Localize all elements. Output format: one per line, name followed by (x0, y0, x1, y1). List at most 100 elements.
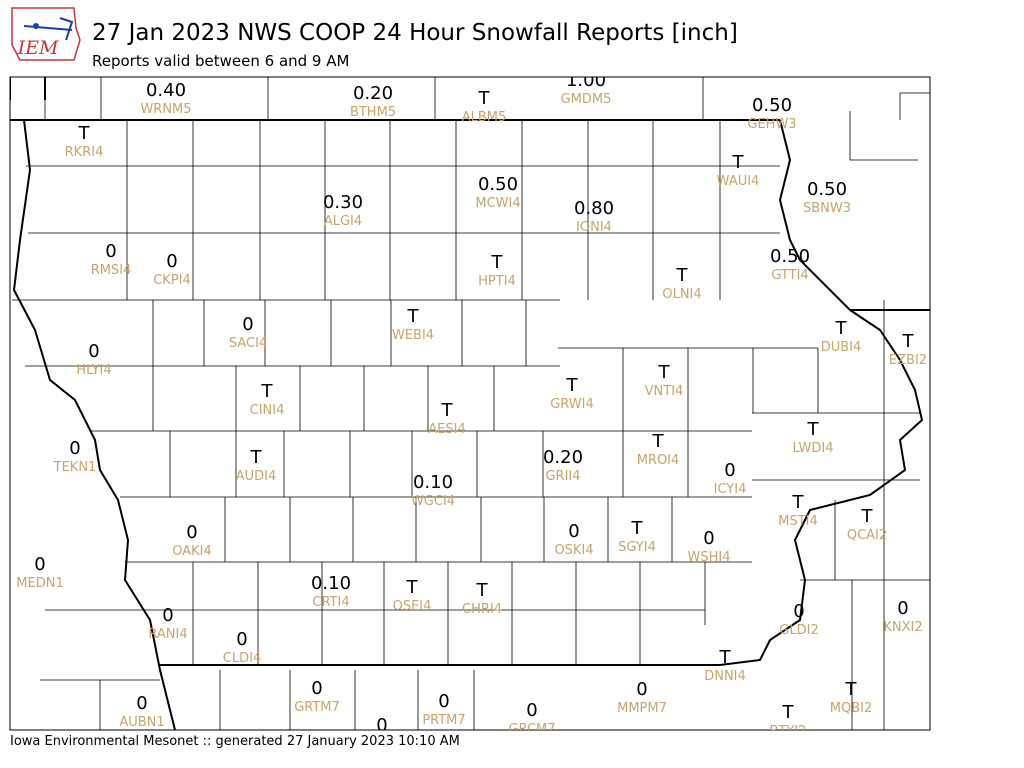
report-value: 0.20 (543, 447, 583, 468)
report-value: 0 (242, 314, 253, 335)
station-id: SACI4 (229, 336, 267, 351)
report-value: 0 (88, 341, 99, 362)
station-id: ICYI4 (714, 482, 747, 497)
station-id: GLDI2 (779, 623, 818, 638)
report-value: 0 (162, 605, 173, 626)
report-value: T (406, 577, 419, 598)
report-value: T (631, 518, 644, 539)
report-value: 0 (136, 693, 147, 714)
station-id: OAKI4 (172, 544, 212, 559)
report-value: 0 (793, 601, 804, 622)
report-value: T (441, 400, 454, 421)
station-id: CRTI4 (312, 595, 349, 610)
station-id: LWDI4 (792, 441, 833, 456)
station-id: SGYI4 (618, 540, 656, 555)
report-value: 0 (105, 241, 116, 262)
station-id: WSHI4 (688, 550, 731, 565)
station-id: WEBI4 (392, 328, 434, 343)
station-id: PRTM7 (422, 713, 465, 728)
report-value: 0 (724, 460, 735, 481)
report-value: 0 (376, 715, 387, 736)
station-id: SBNW3 (803, 201, 851, 216)
subtitle: Reports valid between 6 and 9 AM (92, 52, 349, 70)
station-id: DUBI4 (821, 340, 862, 355)
report-value: T (407, 306, 420, 327)
report-value: 0.50 (478, 174, 518, 195)
station-id: WRNM5 (140, 102, 191, 117)
report-value: 0.50 (770, 246, 810, 267)
report-value: T (782, 702, 795, 723)
report-value: T (676, 265, 689, 286)
station-id: RMSI4 (91, 263, 132, 278)
station-id: AESI4 (428, 422, 465, 437)
footer: Iowa Environmental Mesonet :: generated … (10, 734, 460, 749)
station-id: DNNI4 (704, 669, 746, 684)
station-id: IONI4 (576, 220, 612, 235)
station-id: CHRI4 (462, 602, 502, 617)
report-value: 0 (568, 521, 579, 542)
station-id: MEDN1 (16, 576, 63, 591)
report-value: T (78, 123, 91, 144)
report-value: T (792, 492, 805, 513)
report-value: 0 (69, 438, 80, 459)
report-value: 0 (311, 678, 322, 699)
station-id: GRII4 (545, 469, 580, 484)
report-value: T (478, 88, 491, 109)
station-id: KNXI2 (883, 620, 922, 635)
report-value: T (719, 647, 732, 668)
station-id: RKRI4 (65, 145, 104, 160)
station-id: MSTI4 (778, 514, 818, 529)
report-value: T (902, 331, 915, 352)
report-value: T (566, 375, 579, 396)
report-value: T (835, 318, 848, 339)
station-id: VNTI4 (645, 384, 684, 399)
station-id: WGCI4 (411, 494, 455, 509)
report-value: T (861, 506, 874, 527)
report-value: 0 (34, 554, 45, 575)
report-value: 0 (897, 598, 908, 619)
station-id: OSKI4 (554, 543, 593, 558)
station-id: GRWI4 (550, 397, 594, 412)
report-value: 0 (636, 679, 647, 700)
report-value: 0 (438, 691, 449, 712)
report-value: T (476, 580, 489, 601)
station-id: CINI4 (250, 403, 285, 418)
station-id: ALGI4 (324, 214, 362, 229)
station-id: GMDM5 (561, 92, 612, 107)
station-id: GEHW3 (747, 117, 796, 132)
state-border (10, 77, 930, 730)
report-value: T (658, 362, 671, 383)
station-id: MMPM7 (617, 701, 667, 716)
station-id: OSEI4 (393, 599, 432, 614)
logo: IEM (11, 7, 81, 61)
report-value: 0 (166, 251, 177, 272)
station-id: GRTM7 (294, 700, 340, 715)
report-value: 0 (703, 528, 714, 549)
report-value: 0.30 (323, 192, 363, 213)
report-value: 0.50 (752, 95, 792, 116)
report-value: 0 (236, 629, 247, 650)
station-id: MCWI4 (475, 196, 520, 211)
report-value: T (250, 447, 263, 468)
map-frame (9, 76, 931, 731)
station-id: GTTI4 (771, 268, 808, 283)
title: 27 Jan 2023 NWS COOP 24 Hour Snowfall Re… (92, 20, 738, 46)
report-value: 0.40 (146, 80, 186, 101)
logo-text: IEM (17, 37, 59, 59)
station-id: CKPI4 (153, 273, 191, 288)
report-value: T (732, 152, 745, 173)
report-value: 0.10 (311, 573, 351, 594)
station-id: HLYI4 (76, 363, 111, 378)
station-id: EZBI2 (889, 353, 927, 368)
station-id: HPTI4 (478, 274, 516, 289)
station-id: BTYI2 (770, 724, 807, 739)
report-value: 0 (186, 522, 197, 543)
report-value: 0.80 (574, 198, 614, 219)
report-value: 0 (526, 700, 537, 721)
report-value: T (261, 381, 274, 402)
station-id: ALBM5 (462, 110, 507, 125)
report-value: T (652, 431, 665, 452)
station-id: AUDI4 (236, 469, 277, 484)
